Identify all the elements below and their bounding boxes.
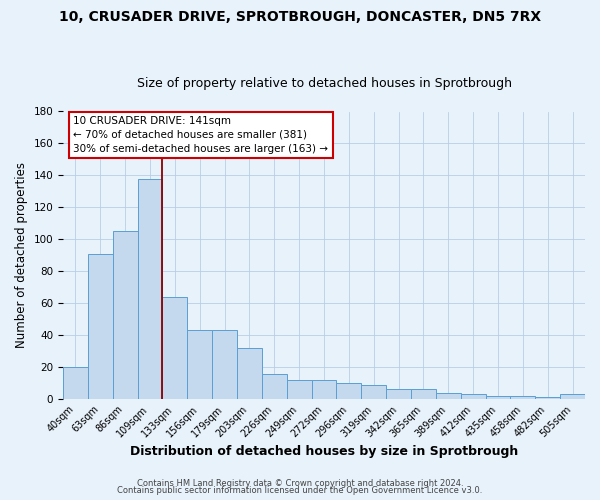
Text: Contains public sector information licensed under the Open Government Licence v3: Contains public sector information licen… xyxy=(118,486,482,495)
Bar xyxy=(560,394,585,399)
Bar xyxy=(411,390,436,399)
X-axis label: Distribution of detached houses by size in Sprotbrough: Distribution of detached houses by size … xyxy=(130,444,518,458)
Text: Contains HM Land Registry data © Crown copyright and database right 2024.: Contains HM Land Registry data © Crown c… xyxy=(137,478,463,488)
Bar xyxy=(535,398,560,399)
Bar xyxy=(485,396,511,399)
Bar xyxy=(461,394,485,399)
Bar xyxy=(137,178,163,399)
Bar xyxy=(337,383,361,399)
Bar xyxy=(386,390,411,399)
Bar xyxy=(163,297,187,399)
Bar xyxy=(361,384,386,399)
Bar xyxy=(511,396,535,399)
Text: 10 CRUSADER DRIVE: 141sqm
← 70% of detached houses are smaller (381)
30% of semi: 10 CRUSADER DRIVE: 141sqm ← 70% of detac… xyxy=(73,116,328,154)
Bar xyxy=(187,330,212,399)
Bar xyxy=(212,330,237,399)
Bar xyxy=(436,392,461,399)
Text: 10, CRUSADER DRIVE, SPROTBROUGH, DONCASTER, DN5 7RX: 10, CRUSADER DRIVE, SPROTBROUGH, DONCAST… xyxy=(59,10,541,24)
Bar xyxy=(311,380,337,399)
Bar xyxy=(113,232,137,399)
Bar xyxy=(287,380,311,399)
Bar xyxy=(63,367,88,399)
Bar xyxy=(262,374,287,399)
Title: Size of property relative to detached houses in Sprotbrough: Size of property relative to detached ho… xyxy=(137,76,512,90)
Bar xyxy=(88,254,113,399)
Y-axis label: Number of detached properties: Number of detached properties xyxy=(15,162,28,348)
Bar xyxy=(237,348,262,399)
